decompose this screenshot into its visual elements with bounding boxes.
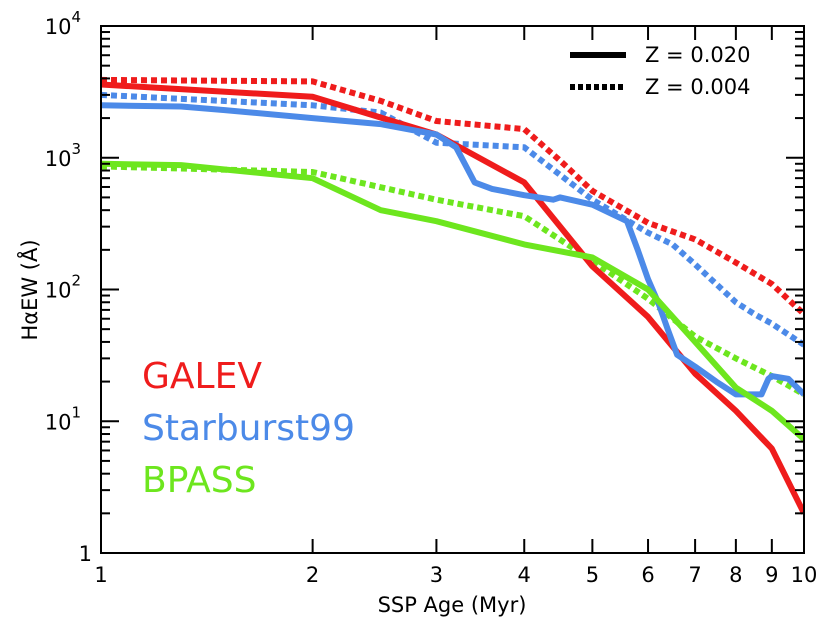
y-tick-label: 104 <box>45 8 81 39</box>
series-bpass-z0020 <box>101 160 804 442</box>
series-bpass-z0004 <box>101 163 804 398</box>
plot-area-background <box>101 26 804 553</box>
y-tick-label: 1 <box>79 542 92 566</box>
x-tick-label: 6 <box>641 563 654 587</box>
y-tick-label: 103 <box>45 140 81 171</box>
x-tick-label: 1 <box>94 563 107 587</box>
y-tick-label: 102 <box>45 272 81 303</box>
x-tick-label: 3 <box>430 563 443 587</box>
model-label-galev: GALEV <box>142 356 262 397</box>
x-tick-label: 5 <box>586 563 599 587</box>
model-label-bpass: BPASS <box>142 460 256 501</box>
series-layer <box>101 76 804 515</box>
series-galev-z0004 <box>101 76 804 317</box>
x-tick-label: 2 <box>306 563 319 587</box>
x-tick-label: 7 <box>688 563 701 587</box>
x-tick-label: 9 <box>765 563 778 587</box>
model-label-starburst99: Starburst99 <box>142 408 355 449</box>
x-axis-title: SSP Age (Myr) <box>378 593 527 617</box>
y-axis-title: HαEW (Å) <box>16 239 42 340</box>
series-starburst99-z0020 <box>101 102 804 398</box>
series-galev-z0020 <box>101 81 804 515</box>
legend: Z = 0.020 Z = 0.004 <box>570 43 750 99</box>
y-tick-label: 101 <box>45 403 81 434</box>
legend-label-dotted: Z = 0.004 <box>645 75 750 99</box>
ticks-layer <box>100 25 805 554</box>
x-tick-label: 8 <box>729 563 742 587</box>
x-tick-label: 10 <box>791 563 818 587</box>
x-tick-label: 4 <box>518 563 531 587</box>
legend-label-solid: Z = 0.020 <box>645 43 750 67</box>
